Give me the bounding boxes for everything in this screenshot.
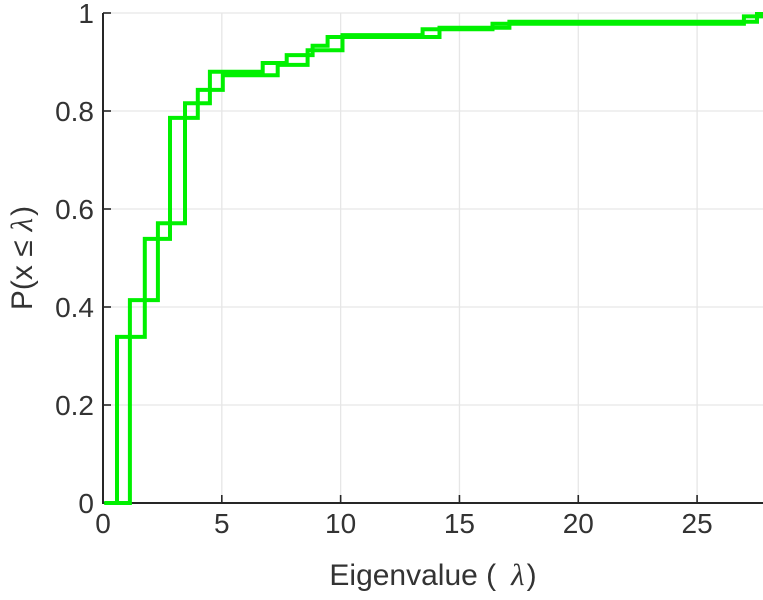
y-axis-label: P(x ≤λ) [4,206,39,310]
ecdf-line-1 [104,14,763,505]
x-tick-label: 10 [325,508,356,539]
grid-lines [103,12,763,503]
x-tick-label: 0 [95,508,111,539]
axis-spines [102,13,763,504]
ecdf-line-2 [116,12,763,505]
y-tick-label: 0.6 [55,194,94,225]
axis-tick-marks [102,12,698,504]
y-tick-label: 0.8 [55,96,94,127]
x-tick-label: 5 [214,508,230,539]
y-tick-label: 1 [78,0,94,29]
x-tick-label: 15 [444,508,475,539]
x-tick-label: 20 [563,508,594,539]
x-axis-label: Eigenvalue (λ) [329,557,536,592]
x-tick-label: 25 [682,508,713,539]
y-tick-label: 0.2 [55,390,94,421]
y-tick-label: 0.4 [55,292,94,323]
y-tick-label: 0 [78,488,94,519]
ecdf-series-lines [104,12,763,505]
axis-tick-labels: 0 5 10 15 20 25 0 0.2 0.4 0.6 0.8 1 [55,0,713,539]
